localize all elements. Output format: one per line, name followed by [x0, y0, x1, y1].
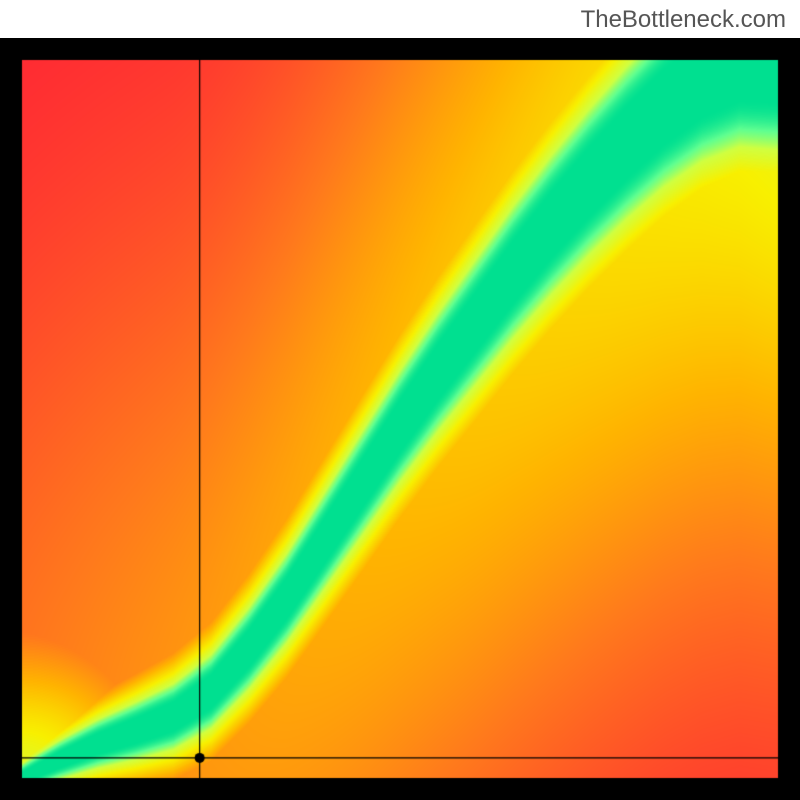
- chart-container: TheBottleneck.com: [0, 0, 800, 800]
- attribution-text: TheBottleneck.com: [581, 6, 786, 34]
- bottleneck-heatmap: [0, 38, 800, 800]
